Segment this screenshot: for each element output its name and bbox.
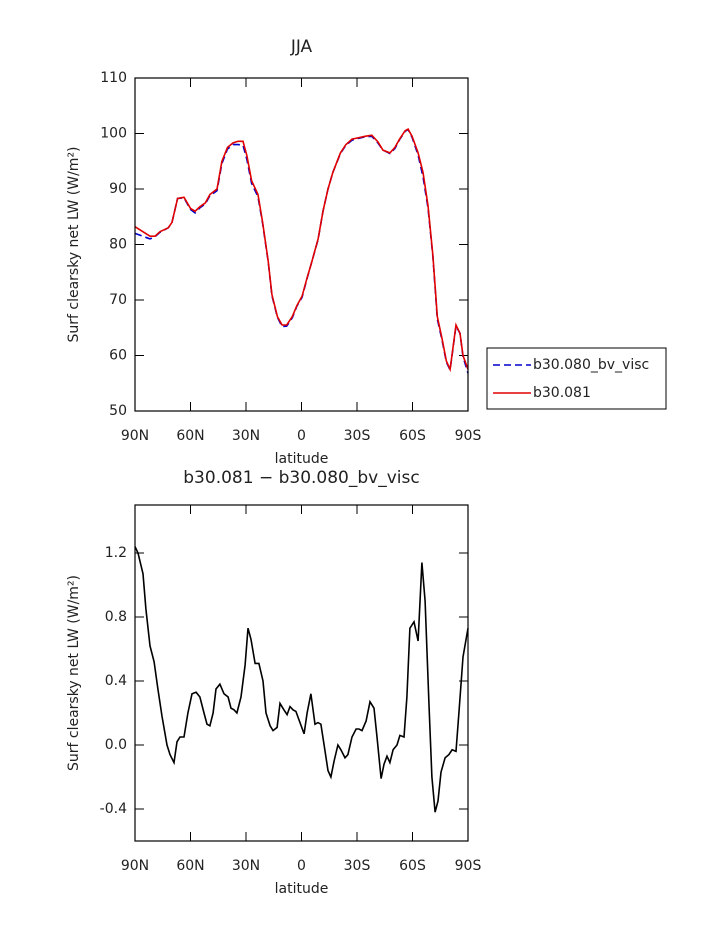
x-tick-label: 30S	[344, 428, 371, 444]
y-tick-label: 0.8	[105, 609, 127, 625]
x-tick-label: 90N	[121, 428, 149, 444]
x-tick-label: 60S	[399, 428, 426, 444]
plot-frame	[134, 77, 469, 412]
y-tick-label: 70	[109, 292, 127, 308]
x-tick-label: 0	[297, 428, 306, 444]
x-tick-label: 0	[297, 858, 306, 874]
data-line	[134, 128, 469, 374]
y-tick-label: 1.2	[105, 545, 127, 561]
y-tick-label: 110	[100, 70, 127, 86]
x-axis-label: latitude	[275, 881, 329, 897]
y-axis-label: Surf clearsky net LW (W/m²)	[66, 146, 82, 342]
y-tick-label: -0.4	[100, 801, 127, 817]
x-tick-label: 30N	[232, 858, 260, 874]
legend-label: b30.081	[533, 385, 591, 401]
legend-label: b30.080_bv_visc	[533, 357, 649, 373]
y-axis-label: Surf clearsky net LW (W/m²)	[66, 575, 82, 771]
y-tick-label: 80	[109, 237, 127, 253]
y-tick-label: 0.0	[105, 737, 127, 753]
y-tick-label: 50	[109, 403, 127, 419]
y-tick-label: 60	[109, 348, 127, 364]
x-tick-label: 60N	[176, 428, 204, 444]
chart-title: JJA	[290, 37, 313, 57]
data-line	[134, 546, 469, 813]
legend-box	[486, 347, 667, 410]
x-tick-label: 90S	[455, 428, 482, 444]
y-tick-label: 90	[109, 181, 127, 197]
x-axis-label: latitude	[275, 451, 329, 467]
x-tick-label: 30N	[232, 428, 260, 444]
x-tick-label: 90S	[455, 858, 482, 874]
data-line	[134, 128, 469, 373]
y-tick-label: 100	[100, 126, 127, 142]
x-tick-label: 60N	[176, 858, 204, 874]
x-tick-label: 30S	[344, 858, 371, 874]
x-tick-label: 90N	[121, 858, 149, 874]
plot-frame	[134, 504, 469, 842]
chart-title: b30.081 − b30.080_bv_visc	[183, 468, 419, 488]
x-tick-label: 60S	[399, 858, 426, 874]
y-tick-label: 0.4	[105, 673, 127, 689]
